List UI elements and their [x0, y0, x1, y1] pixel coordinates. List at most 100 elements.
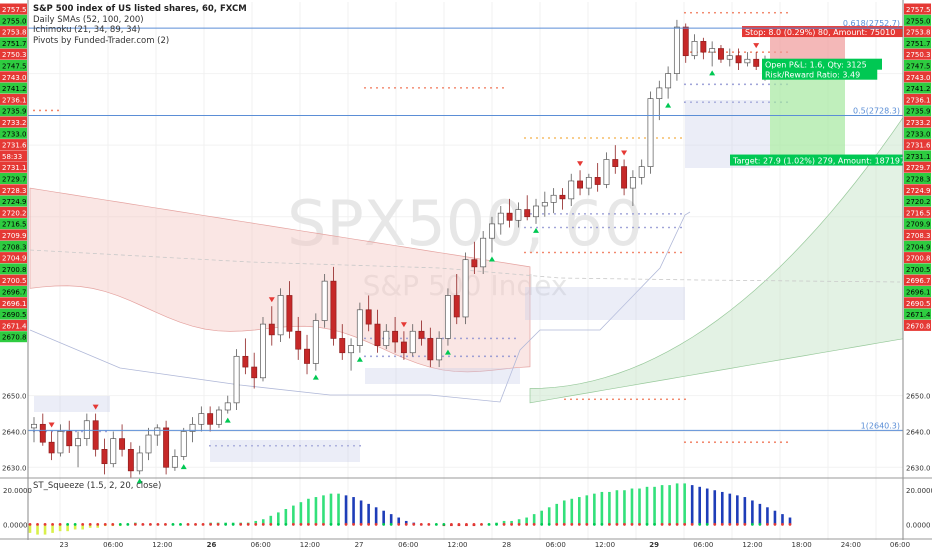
fib-label: 0.618(2752.7) [843, 19, 900, 28]
right-axis-tick-bg [904, 3, 931, 15]
candle-body [673, 26, 680, 74]
squeeze-dot [472, 522, 476, 526]
right-axis-tick: 2704.9 [906, 243, 931, 251]
pivot-dot [614, 137, 616, 139]
pivot-dot [590, 251, 592, 254]
oscillator-legend[interactable]: ST_Squeeze (1.5, 2, 20, close) [33, 481, 162, 491]
watermark: SPX500, 60 S&P 500 Index [287, 187, 643, 302]
pivot-dot [768, 441, 770, 444]
candle-body [348, 345, 355, 354]
left-axis-tick-bg [0, 71, 27, 83]
right-axis-tick-bg [904, 116, 931, 128]
pivot-dot [674, 226, 676, 229]
candle-body [709, 48, 716, 53]
oscillator-bar [510, 520, 513, 525]
pivot-dot [732, 441, 734, 444]
squeeze-dot [118, 522, 122, 526]
right-axis-tick-bg [904, 60, 931, 71]
x-axis-tick: 06:00 [251, 541, 271, 549]
squeeze-dot [374, 522, 378, 526]
right-axis-tick-bg [904, 252, 931, 264]
candle-body [374, 323, 381, 346]
squeeze-dot [442, 522, 446, 526]
signal-up-marker [488, 256, 495, 262]
pivot-dot [702, 441, 704, 444]
oscillator-bar [58, 524, 62, 532]
pivot-dot [105, 430, 107, 433]
pivot-dot [614, 212, 616, 215]
right-axis-tick-bg [904, 308, 931, 320]
squeeze-dot [141, 522, 145, 526]
right-axis-tick: 2708.3 [906, 232, 931, 240]
pivot-dot [400, 355, 402, 358]
squeeze-dot [517, 522, 521, 526]
legend-symbol[interactable]: S&P 500 index of US listed shares, 60, F… [33, 4, 247, 14]
squeeze-dot [111, 522, 115, 526]
oscillator-bar [623, 490, 626, 525]
grid-lines [28, 2, 903, 540]
candle-body [726, 55, 733, 60]
oscillator-bar [743, 497, 747, 525]
oscillator-bar [277, 512, 280, 525]
candle-body [268, 323, 275, 336]
pivot-dot [490, 337, 492, 340]
pivot-dot [364, 86, 366, 89]
x-axis-tick: 24:00 [841, 541, 861, 549]
oscillator-bar [585, 495, 589, 525]
position-tool[interactable]: Stop: 8.0 (0.29%) 80, Amount: 75010 Open … [730, 26, 932, 166]
squeeze-dot [224, 522, 228, 526]
oscillator-bar [698, 486, 702, 525]
squeeze-dot [547, 522, 551, 526]
pivot-dot [668, 137, 670, 139]
candle-body [312, 320, 319, 364]
squeeze-dot [750, 522, 754, 526]
candle-body [304, 348, 310, 364]
pivot-dot [726, 83, 728, 86]
pivot-dot [662, 137, 664, 139]
pivot-dot [714, 441, 716, 444]
pivot-dot [590, 212, 592, 215]
left-axis-tick: 2650.0 [2, 393, 27, 401]
squeeze-dot [630, 522, 634, 526]
left-axis-tick-bg [0, 331, 27, 343]
pivot-dot [554, 212, 556, 215]
legend-pivots[interactable]: Pivots by Funded-Trader.com (2) [33, 35, 170, 46]
fib-levels[interactable]: 0.618(2752.7) 0.5(2728.3) 1(2640.3) [28, 19, 903, 431]
pivot-dot [424, 355, 426, 358]
oscillator-bar [81, 524, 84, 530]
candle-body [718, 48, 724, 60]
candle-body [541, 202, 548, 207]
oscillator-bar [404, 520, 408, 525]
pivot-dot [630, 398, 632, 401]
right-axis-tick: 2733.0 [906, 130, 931, 138]
right-axis-tick-bg [904, 218, 931, 230]
pivot-dot [668, 212, 670, 215]
pivot-dot [554, 137, 556, 139]
pivot-dot [624, 398, 626, 401]
left-axis-tick-bg [0, 240, 27, 252]
pivot-dot [672, 398, 674, 401]
pivot-dot [347, 444, 349, 447]
x-axis-tick: 23 [60, 541, 69, 549]
left-axis-tick: 2704.9 [2, 255, 27, 263]
right-axis-tick: 2724.9 [906, 187, 931, 195]
pivot-dot [466, 337, 468, 340]
pivot-dot [656, 137, 658, 139]
pivot-dot [530, 212, 532, 215]
pivot-dot [502, 355, 504, 358]
legend-ichimoku[interactable]: Ichimoku (21, 34, 89, 34) [33, 25, 141, 36]
pivot-dot [466, 355, 468, 358]
pivot-dot [708, 11, 710, 14]
left-axis-tick: 2700.5 [2, 277, 27, 285]
candle-body [665, 73, 672, 89]
candle-body [621, 166, 628, 189]
legend-sma[interactable]: Daily SMAs (52, 100, 200) [33, 14, 144, 25]
signal-down-marker [48, 422, 55, 428]
right-axis-tick: 2670.8 [906, 322, 931, 330]
squeeze-dot [788, 522, 792, 526]
candle-body [489, 223, 495, 239]
left-axis-tick-bg [0, 37, 27, 49]
pivot-dot [566, 251, 568, 254]
pivot-dot [650, 226, 652, 229]
